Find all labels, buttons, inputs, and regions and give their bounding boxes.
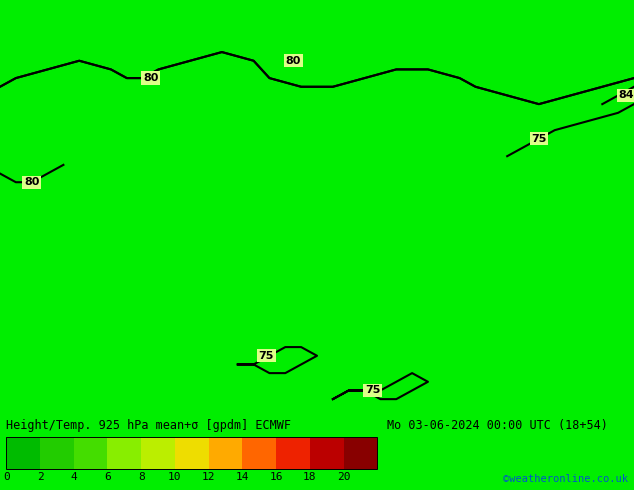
Bar [40,437,74,469]
Text: Height/Temp. 925 hPa mean+σ [gpdm] ECMWF: Height/Temp. 925 hPa mean+σ [gpdm] ECMWF [6,418,292,432]
Text: 4: 4 [70,472,77,482]
Text: 80: 80 [24,177,39,187]
Bar [141,437,175,469]
Text: 75: 75 [259,351,274,361]
Bar [276,437,310,469]
Text: 6: 6 [104,472,111,482]
Text: 75: 75 [365,386,380,395]
Text: 80: 80 [143,73,158,83]
Text: 84: 84 [618,91,634,100]
Text: 0: 0 [3,472,10,482]
Text: 8: 8 [138,472,145,482]
Text: 10: 10 [168,472,182,482]
Text: ©weatheronline.co.uk: ©weatheronline.co.uk [503,474,628,484]
Bar [209,437,242,469]
Text: 14: 14 [236,472,249,482]
Text: Mo 03-06-2024 00:00 UTC (18+54): Mo 03-06-2024 00:00 UTC (18+54) [387,418,607,432]
Text: 2: 2 [37,472,44,482]
Bar [242,437,276,469]
Bar [6,437,40,469]
Text: 80: 80 [285,56,301,66]
Bar [344,437,377,469]
Text: 18: 18 [303,472,316,482]
Text: 75: 75 [531,134,547,144]
Bar [310,437,344,469]
Bar [108,437,141,469]
Text: 12: 12 [202,472,216,482]
Bar [74,437,108,469]
Bar [175,437,209,469]
Text: 16: 16 [269,472,283,482]
Bar [6,437,377,469]
Text: 20: 20 [337,472,350,482]
